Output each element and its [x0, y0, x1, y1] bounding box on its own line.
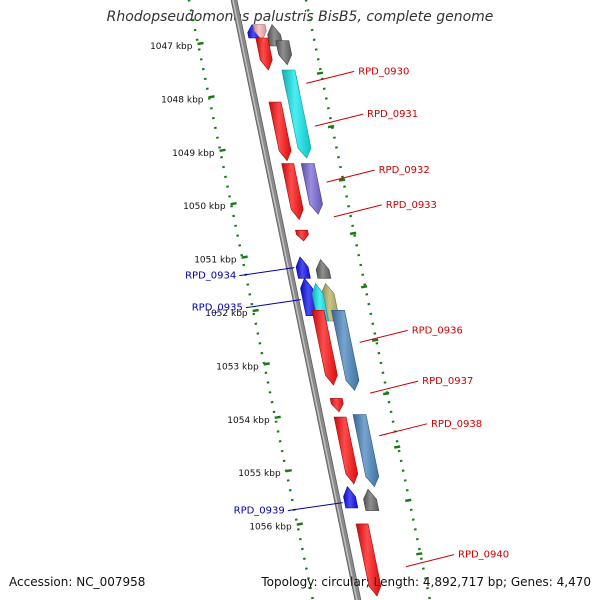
scale-tick-right: [405, 498, 412, 503]
scale-tick: [274, 415, 281, 420]
gene-label: RPD_0937: [422, 376, 473, 387]
label-leader: [287, 502, 343, 512]
gene-arrow: [252, 24, 267, 42]
scale-tick-right: [382, 391, 390, 396]
label-leader: [239, 267, 295, 277]
gene-arrow: [331, 309, 360, 391]
gene-label: RPD_0935: [192, 303, 243, 314]
label-leader: [306, 70, 355, 84]
scale-tick-right: [327, 124, 335, 129]
gene-arrow: [255, 37, 273, 71]
scale-tick-label: 1048 kbp: [161, 95, 204, 105]
scale-tick-label: 1055 kbp: [238, 469, 281, 479]
gene-label: RPD_0938: [431, 419, 482, 430]
label-leader: [326, 169, 375, 183]
scale-tick-label: 1050 kbp: [183, 202, 226, 212]
gene-arrow: [333, 416, 359, 485]
gene-arrow: [363, 488, 380, 511]
gene-label: RPD_0940: [458, 550, 509, 561]
scale-tick-label: 1051 kbp: [194, 256, 237, 266]
scale-tick: [219, 148, 226, 153]
scale-layer: 1047 kbp 1048 kbp 1049 kbp 1050 kbp 1051 kbp…: [150, 0, 432, 600]
gene-label: RPD_0934: [185, 271, 236, 282]
label-leader: [370, 380, 419, 394]
gene-arrow: [300, 163, 323, 215]
gene-arrow: [329, 398, 344, 413]
label-leader: [314, 113, 364, 127]
gene-label: RPD_0932: [379, 165, 430, 176]
scale-tick-label: 1049 kbp: [172, 149, 215, 159]
gene-label: RPD_0939: [234, 506, 285, 517]
scale-tick: [197, 41, 204, 46]
scale-tick-right: [416, 552, 423, 556]
scale-tick: [208, 95, 215, 99]
gene-label: RPD_0933: [386, 200, 437, 211]
gene-arrow: [343, 486, 359, 509]
gene-label: RPD_0936: [412, 325, 463, 336]
scale-tick-right: [371, 338, 379, 342]
gene-arrow: [275, 40, 293, 66]
scale-tick: [285, 468, 292, 473]
gene-arrow: [295, 256, 311, 279]
gene-arrow: [300, 277, 319, 317]
scale-tick: [263, 362, 270, 366]
label-leader: [405, 554, 455, 568]
scale-tick-right: [316, 71, 324, 75]
gene-arrow: [315, 259, 332, 279]
scale-tick: [241, 255, 248, 259]
gene-arrow: [268, 101, 292, 162]
scale-tick: [252, 308, 259, 313]
gene-arrow: [281, 163, 304, 221]
scale-tick-label: 1056 kbp: [249, 523, 292, 533]
scale-tick-right: [338, 178, 346, 182]
genome-summary-text: Topology: circular; Length: 4,892,717 bp…: [261, 575, 591, 589]
label-leader: [245, 299, 301, 309]
scale-tick: [296, 522, 303, 526]
scale-tick-right: [349, 231, 357, 236]
gene-label: RPD_0930: [358, 66, 409, 77]
scale-tick-label: 1054 kbp: [227, 416, 270, 426]
scale-tick-right: [360, 285, 368, 289]
page-title: Rhodopseudomonas palustris BisB5, comple…: [106, 9, 494, 25]
gene-arrow: [281, 69, 312, 159]
gene-label: RPD_0931: [367, 109, 418, 120]
gene-arrow: [355, 523, 382, 597]
gene-arrow: [311, 309, 338, 386]
gene-arrow: [352, 414, 380, 488]
scale-tick: [230, 201, 237, 206]
scale-tick-label: 1053 kbp: [216, 362, 259, 372]
scale-tick-label: 1052 kbp: [205, 309, 248, 319]
label-leader: [378, 423, 428, 437]
scale-tick-right: [393, 445, 401, 449]
label-layer: RPD_0930 RPD_0931 RPD_0932 RPD_0933 RPD_0934…: [185, 66, 509, 568]
label-leader: [359, 329, 408, 343]
scale-tick-label: 1047 kbp: [150, 42, 193, 52]
backbone-highlight: [232, 0, 358, 600]
label-leader: [333, 204, 382, 218]
accession-text: Accession: NC_007958: [9, 575, 146, 589]
gene-arrow: [295, 229, 309, 242]
gene-layer: [247, 24, 382, 597]
